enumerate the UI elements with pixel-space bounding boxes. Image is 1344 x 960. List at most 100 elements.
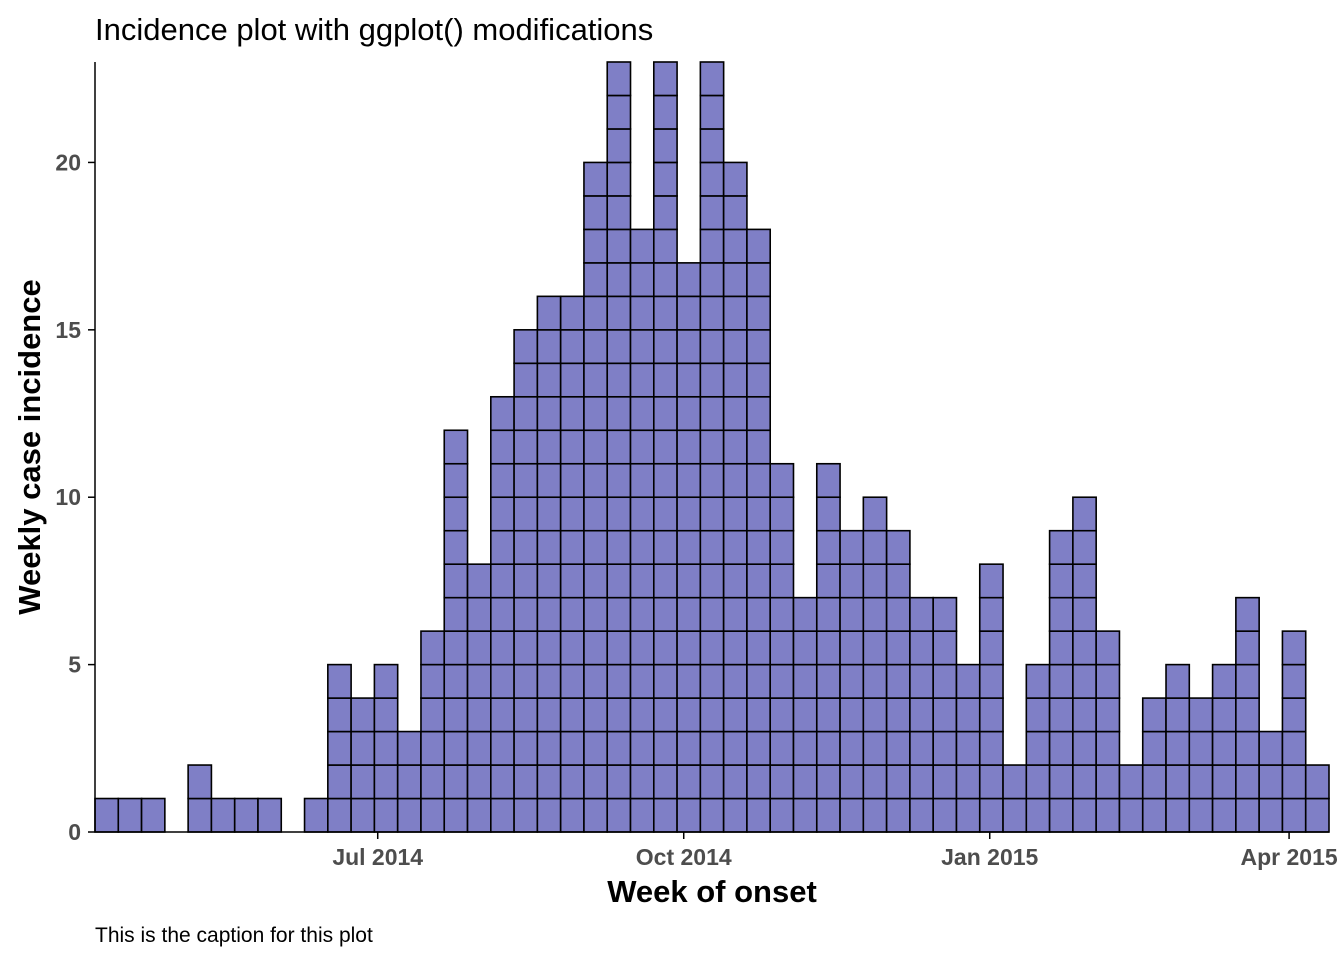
bar-unit-box	[606, 94, 632, 130]
bar-unit-box	[559, 697, 585, 733]
bar-unit-box	[1258, 797, 1284, 833]
bar-unit-box	[932, 764, 958, 800]
bar-unit-box	[932, 630, 958, 666]
bar-unit-box	[652, 462, 678, 499]
bar-unit-box	[746, 630, 772, 666]
bar-unit-box	[815, 797, 841, 833]
bar-unit-box	[699, 496, 725, 532]
bar-unit-box	[536, 730, 562, 766]
bar-unit-box	[629, 663, 655, 699]
bar-unit-box	[629, 362, 655, 398]
bar-unit-box	[1048, 730, 1074, 766]
bar-unit-box	[583, 295, 609, 331]
bar-week-29	[746, 228, 772, 833]
bar-unit-box	[1072, 529, 1097, 565]
bar-unit-box	[513, 563, 539, 599]
bar-unit-box	[769, 630, 795, 666]
bar-unit-box	[699, 295, 725, 331]
bar-week-43	[1072, 496, 1097, 833]
bar-unit-box	[652, 797, 678, 833]
bar-unit-box	[955, 797, 981, 833]
bar-unit-box	[722, 161, 748, 197]
bar-unit-box	[233, 797, 259, 833]
bar-unit-box	[769, 596, 795, 632]
bar-unit-box	[629, 496, 655, 532]
bar-unit-box	[490, 697, 515, 733]
bar-week-40	[1002, 764, 1028, 833]
bar-week-14	[396, 730, 422, 833]
bar-unit-box	[536, 295, 562, 331]
bar-unit-box	[978, 730, 1004, 766]
bar-unit-box	[1188, 764, 1214, 800]
bar-week-41	[1025, 663, 1051, 833]
bar-unit-box	[676, 563, 702, 599]
bar-unit-box	[862, 764, 888, 800]
bar-unit-box	[1188, 697, 1214, 733]
bar-unit-box	[862, 663, 888, 699]
bar-unit-box	[839, 529, 865, 565]
bar-unit-box	[769, 797, 795, 833]
bar-unit-box	[606, 596, 632, 632]
bar-unit-box	[583, 697, 609, 733]
bar-unit-box	[722, 462, 748, 499]
bar-unit-box	[606, 797, 632, 833]
bar-unit-box	[652, 329, 678, 365]
y-tick-label: 15	[55, 317, 81, 343]
bar-unit-box	[932, 697, 958, 733]
x-tick-label: Jul 2014	[332, 844, 423, 870]
bar-unit-box	[513, 764, 539, 800]
bar-unit-box	[583, 797, 609, 833]
bar-unit-box	[722, 529, 748, 565]
bar-unit-box	[490, 630, 515, 666]
bar-unit-box	[699, 395, 725, 432]
bar-week-25	[652, 61, 678, 833]
bar-unit-box	[466, 697, 492, 733]
bar-unit-box	[769, 697, 795, 733]
bar-unit-box	[1048, 697, 1074, 733]
bar-unit-box	[652, 61, 678, 97]
bar-unit-box	[583, 262, 609, 298]
bar-unit-box	[746, 262, 772, 298]
bar-unit-box	[699, 596, 725, 632]
bar-unit-box	[652, 295, 678, 331]
bar-unit-box	[629, 730, 655, 766]
bar-unit-box	[536, 697, 562, 733]
bar-unit-box	[699, 161, 725, 197]
bar-unit-box	[629, 462, 655, 499]
bar-unit-box	[1235, 697, 1260, 733]
bar-unit-box	[443, 429, 469, 465]
bar-unit-box	[839, 697, 865, 733]
bar-unit-box	[722, 730, 748, 766]
bar-unit-box	[699, 697, 725, 733]
bar-unit-box	[629, 697, 655, 733]
bar-unit-box	[932, 596, 958, 632]
bar-unit-box	[466, 596, 492, 632]
bar-unit-box	[1188, 797, 1214, 833]
bar-unit-box	[1141, 730, 1167, 766]
bar-unit-box	[978, 697, 1004, 733]
bar-unit-box	[490, 730, 515, 766]
bar-unit-box	[676, 496, 702, 532]
bar-unit-box	[932, 730, 958, 766]
bar-week-30	[769, 462, 795, 833]
bar-unit-box	[583, 362, 609, 398]
bar-unit-box	[978, 797, 1004, 833]
bar-unit-box	[583, 429, 609, 465]
bar-unit-box	[676, 462, 702, 499]
bar-unit-box	[722, 764, 748, 800]
bar-unit-box	[909, 764, 934, 800]
bar-unit-box	[722, 496, 748, 532]
bar-unit-box	[559, 295, 585, 331]
bar-unit-box	[583, 563, 609, 599]
bar-unit-box	[1072, 730, 1097, 766]
bar-unit-box	[536, 362, 562, 398]
bar-unit-box	[559, 730, 585, 766]
bar-unit-box	[676, 262, 702, 298]
bar-unit-box	[862, 596, 888, 632]
bar-unit-box	[583, 195, 609, 231]
bar-unit-box	[955, 764, 981, 800]
bar-unit-box	[583, 630, 609, 666]
bar-unit-box	[839, 797, 865, 833]
chart-caption: This is the caption for this plot	[95, 924, 373, 947]
bar-unit-box	[722, 295, 748, 331]
